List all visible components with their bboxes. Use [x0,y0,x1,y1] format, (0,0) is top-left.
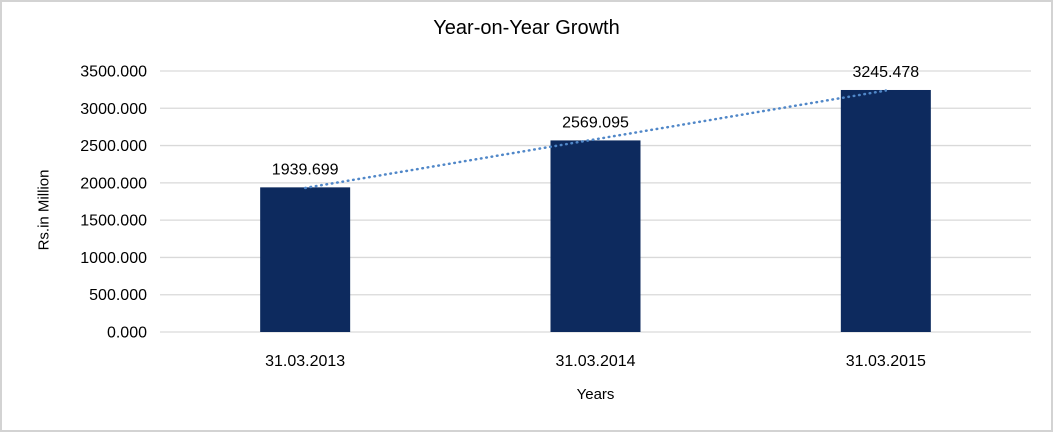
x-category-label: 31.03.2014 [555,353,635,370]
y-tick-label: 1500.000 [80,213,147,230]
bar-31.03.2015 [840,89,931,332]
bar-31.03.2013 [260,187,351,332]
x-category-label: 31.03.2015 [846,353,926,370]
y-tick-label: 3500.000 [80,64,147,81]
x-axis-title: Years [576,386,615,403]
x-category-label: 31.03.2013 [265,353,345,370]
bar-31.03.2014 [550,140,641,332]
y-tick-label: 2500.000 [80,138,147,155]
y-tick-label: 500.000 [89,287,147,304]
data-label: 1939.699 [272,161,339,178]
chart-title: Year-on-Year Growth [433,17,620,39]
data-label: 2569.095 [562,114,629,131]
y-tick-label: 1000.000 [80,250,147,267]
trendline [303,89,888,190]
y-tick-label: 3000.000 [80,101,147,118]
data-label: 3245.478 [852,64,919,81]
y-tick-label: 2000.000 [80,175,147,192]
y-tick-label: 0.000 [107,325,147,342]
